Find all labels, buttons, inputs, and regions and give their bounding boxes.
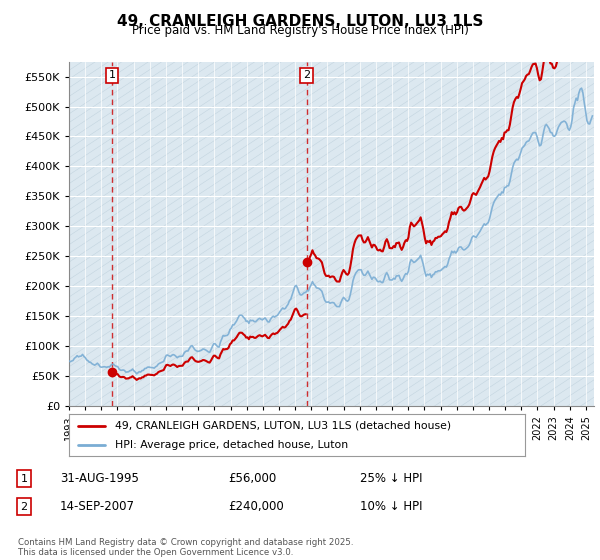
Text: 25% ↓ HPI: 25% ↓ HPI [360, 472, 422, 486]
Text: £240,000: £240,000 [228, 500, 284, 514]
Text: Price paid vs. HM Land Registry's House Price Index (HPI): Price paid vs. HM Land Registry's House … [131, 24, 469, 37]
Text: 14-SEP-2007: 14-SEP-2007 [60, 500, 135, 514]
Text: 49, CRANLEIGH GARDENS, LUTON, LU3 1LS (detached house): 49, CRANLEIGH GARDENS, LUTON, LU3 1LS (d… [115, 421, 451, 431]
Text: 1: 1 [109, 71, 115, 81]
Text: 10% ↓ HPI: 10% ↓ HPI [360, 500, 422, 514]
Text: £56,000: £56,000 [228, 472, 276, 486]
Text: HPI: Average price, detached house, Luton: HPI: Average price, detached house, Luto… [115, 440, 348, 450]
Text: 2: 2 [303, 71, 310, 81]
Text: 31-AUG-1995: 31-AUG-1995 [60, 472, 139, 486]
Text: 49, CRANLEIGH GARDENS, LUTON, LU3 1LS: 49, CRANLEIGH GARDENS, LUTON, LU3 1LS [117, 14, 483, 29]
Text: 2: 2 [20, 502, 28, 512]
Text: Contains HM Land Registry data © Crown copyright and database right 2025.
This d: Contains HM Land Registry data © Crown c… [18, 538, 353, 557]
Text: 1: 1 [20, 474, 28, 484]
